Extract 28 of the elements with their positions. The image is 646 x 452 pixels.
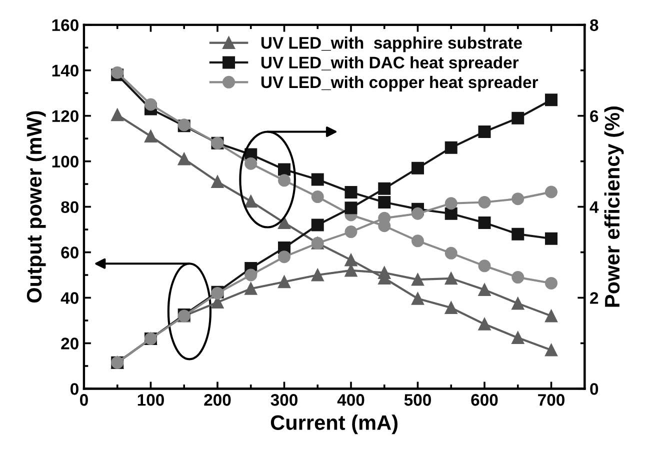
y-tick-label: 120 <box>52 110 78 122</box>
y2-tick-label: 0 <box>590 383 598 395</box>
x-tick-label: 0 <box>80 394 88 406</box>
x-tick-label: 400 <box>337 394 364 406</box>
x-axis-title: Current (mA) <box>270 414 398 434</box>
y2-tick-label: 6 <box>590 110 598 122</box>
x-tick-label: 500 <box>404 394 431 406</box>
y-tick-label: 0 <box>70 383 78 395</box>
x-tick-label: 600 <box>471 394 498 406</box>
y2-axis-title: Power efficiency (%) <box>604 106 624 307</box>
y-tick-label: 20 <box>61 338 78 350</box>
y2-tick-label: 4 <box>590 201 599 213</box>
x-tick-label: 200 <box>204 394 231 406</box>
legend-label: UV LED_with copper heat spreader <box>261 76 538 92</box>
y-tick-label: 140 <box>52 64 78 77</box>
y-tick-label: 60 <box>61 246 78 258</box>
y-axis-title: Output power (mW) <box>26 111 46 303</box>
legend-label: UV LED_with DAC heat spreader <box>261 56 519 72</box>
y-tick-label: 40 <box>60 292 78 304</box>
y2-tick-label: 8 <box>590 19 598 32</box>
y-tick-label: 160 <box>52 19 78 32</box>
legend-label: UV LED_with sapphire substrate <box>261 36 522 52</box>
x-tick-label: 100 <box>138 394 164 406</box>
y-tick-label: 80 <box>61 201 78 213</box>
x-tick-label: 700 <box>538 394 564 406</box>
x-tick-label: 300 <box>270 394 298 406</box>
y-tick-label: 100 <box>52 156 78 168</box>
y2-tick-label: 2 <box>590 292 598 304</box>
